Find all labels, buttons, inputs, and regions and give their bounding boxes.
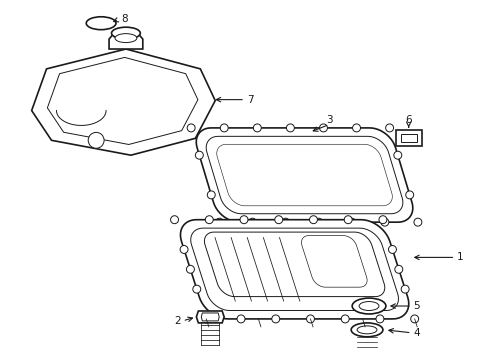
Circle shape <box>309 216 317 224</box>
Ellipse shape <box>115 33 137 42</box>
Polygon shape <box>109 31 142 49</box>
Circle shape <box>205 216 213 224</box>
Ellipse shape <box>350 323 382 337</box>
Polygon shape <box>32 49 215 155</box>
Polygon shape <box>400 134 416 142</box>
Circle shape <box>380 218 388 226</box>
Circle shape <box>237 315 244 323</box>
Ellipse shape <box>351 298 385 314</box>
Text: 5: 5 <box>413 301 420 311</box>
Circle shape <box>180 246 188 253</box>
Polygon shape <box>216 144 391 206</box>
Circle shape <box>248 218 256 226</box>
Circle shape <box>352 124 360 132</box>
Circle shape <box>187 124 195 132</box>
Circle shape <box>341 315 348 323</box>
Circle shape <box>385 124 393 132</box>
Text: 3: 3 <box>325 116 332 126</box>
Ellipse shape <box>111 27 140 39</box>
Circle shape <box>319 124 327 132</box>
Circle shape <box>274 216 282 224</box>
Text: 2: 2 <box>174 316 180 326</box>
Text: 7: 7 <box>246 95 253 105</box>
Polygon shape <box>190 228 398 310</box>
Circle shape <box>215 218 223 226</box>
Text: 4: 4 <box>413 328 420 338</box>
Circle shape <box>170 216 178 224</box>
Circle shape <box>413 218 421 226</box>
Polygon shape <box>180 220 408 319</box>
Circle shape <box>375 315 383 323</box>
Text: 8: 8 <box>121 14 127 24</box>
Circle shape <box>186 265 194 273</box>
Polygon shape <box>395 130 421 146</box>
Text: 6: 6 <box>405 116 411 126</box>
Circle shape <box>220 124 228 132</box>
Circle shape <box>281 218 289 226</box>
Circle shape <box>202 315 210 323</box>
Circle shape <box>314 218 322 226</box>
Polygon shape <box>196 128 412 222</box>
Circle shape <box>240 216 247 224</box>
Circle shape <box>286 124 294 132</box>
Circle shape <box>306 315 314 323</box>
Circle shape <box>400 285 408 293</box>
Polygon shape <box>301 235 366 287</box>
Polygon shape <box>47 57 198 144</box>
Circle shape <box>88 132 104 148</box>
Polygon shape <box>204 232 384 297</box>
Circle shape <box>378 216 386 224</box>
Ellipse shape <box>86 17 116 30</box>
Circle shape <box>271 315 279 323</box>
Ellipse shape <box>356 326 376 334</box>
Polygon shape <box>201 313 219 321</box>
Circle shape <box>394 265 402 273</box>
Circle shape <box>347 218 355 226</box>
Circle shape <box>344 216 351 224</box>
Ellipse shape <box>358 302 378 310</box>
Circle shape <box>253 124 261 132</box>
Text: 1: 1 <box>455 252 462 262</box>
Circle shape <box>387 246 396 253</box>
Circle shape <box>192 285 201 293</box>
Circle shape <box>405 191 413 199</box>
Polygon shape <box>206 136 402 214</box>
Circle shape <box>207 191 215 199</box>
Circle shape <box>410 315 418 323</box>
Polygon shape <box>196 311 224 323</box>
Circle shape <box>393 151 401 159</box>
Circle shape <box>195 151 203 159</box>
